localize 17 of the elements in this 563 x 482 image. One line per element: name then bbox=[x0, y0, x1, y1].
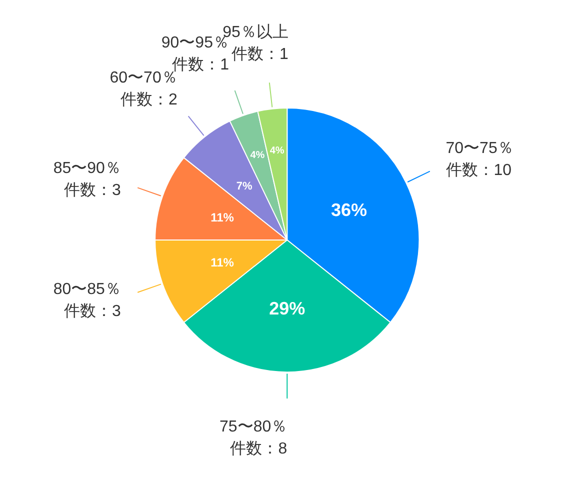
text: 11% bbox=[210, 256, 234, 270]
data-label: 件数：3 bbox=[64, 182, 122, 199]
data-label: 件数：10 bbox=[446, 162, 512, 179]
text: 29% bbox=[269, 298, 306, 319]
text: 4% bbox=[250, 150, 265, 161]
text: 11% bbox=[210, 210, 234, 224]
text: 4% bbox=[270, 145, 284, 156]
data-label: 件数：3 bbox=[64, 303, 122, 320]
slice-label: 75〜80％ bbox=[220, 418, 288, 436]
slice-label: 80〜85％ bbox=[53, 281, 121, 298]
text: 7% bbox=[236, 180, 252, 192]
data-label: 件数：2 bbox=[120, 91, 178, 108]
data-label: 件数：8 bbox=[230, 440, 288, 458]
data-label: 件数：1 bbox=[232, 46, 289, 63]
slice-label: 70〜75％ bbox=[446, 140, 514, 157]
slice-label: 85〜90％ bbox=[53, 160, 121, 177]
text: 36% bbox=[330, 200, 368, 220]
